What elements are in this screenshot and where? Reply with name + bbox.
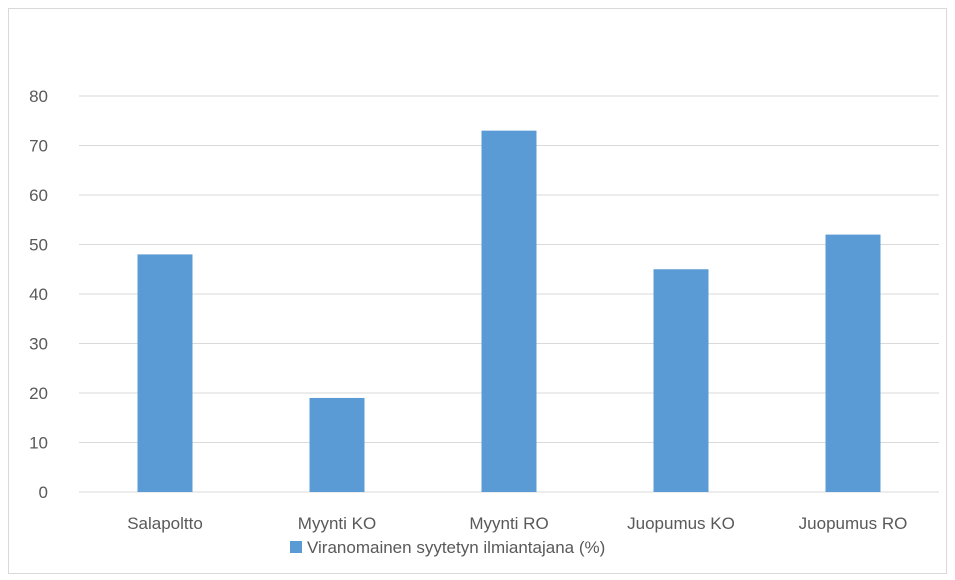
y-tick-label: 10 [29,434,48,453]
y-axis-tick-labels: 0 10 20 30 40 50 60 70 80 [29,87,48,502]
bar [137,254,193,492]
y-tick-label: 70 [29,137,48,156]
legend: Viranomainen syytetyn ilmiantajana (%) [290,538,605,557]
legend-swatch [290,541,302,553]
x-axis-tick-labels: Salapoltto Myynti KO Myynti RO Juopumus KO J… [127,514,907,533]
x-tick-label: Salapoltto [127,514,203,533]
bar [825,234,881,492]
bars [137,130,881,492]
x-tick-label: Myynti RO [469,514,548,533]
y-tick-label: 50 [29,236,48,255]
bar [653,269,709,492]
x-tick-label: Juopumus RO [799,514,908,533]
bar [309,397,365,492]
y-tick-label: 80 [29,87,48,106]
y-tick-label: 0 [39,483,48,502]
y-tick-label: 60 [29,186,48,205]
y-tick-label: 40 [29,285,48,304]
legend-label: Viranomainen syytetyn ilmiantajana (%) [307,538,605,557]
x-tick-label: Myynti KO [298,514,376,533]
x-tick-label: Juopumus KO [627,514,735,533]
bar [481,130,537,492]
y-tick-label: 20 [29,384,48,403]
y-tick-label: 30 [29,335,48,354]
